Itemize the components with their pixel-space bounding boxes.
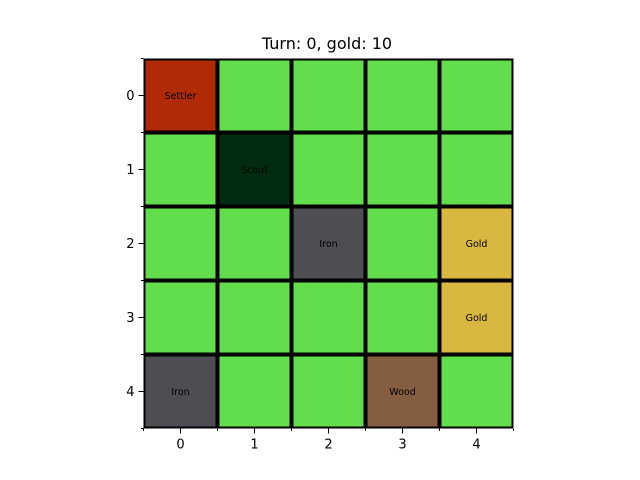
board-cell-4-4 xyxy=(439,354,514,429)
tile-gold xyxy=(439,206,514,281)
tile-wood xyxy=(365,354,440,429)
turn-gold-title: Turn: 0, gold: 10 xyxy=(261,34,392,53)
column-tick-label: 4 xyxy=(472,438,480,453)
tile-grass xyxy=(217,354,292,429)
tile-grass xyxy=(439,354,514,429)
row-tick-label: 3 xyxy=(126,311,134,326)
column-tick-label: 1 xyxy=(250,438,258,453)
board-cell-4-0: Iron xyxy=(143,354,218,429)
tile-grass xyxy=(217,206,292,281)
board-cell-0-2 xyxy=(291,58,366,133)
tile-grass xyxy=(365,206,440,281)
game-board: Settler Scout Iron Gold Gold Iron Wood xyxy=(143,58,514,429)
board-cell-2-0 xyxy=(143,206,218,281)
board-cell-4-1 xyxy=(217,354,292,429)
tile-iron xyxy=(143,354,218,429)
tile-grass xyxy=(439,58,514,133)
tile-grass xyxy=(291,280,366,355)
board-cell-2-1 xyxy=(217,206,292,281)
board-cell-4-3: Wood xyxy=(365,354,440,429)
tile-settler xyxy=(143,58,218,133)
tile-grass xyxy=(439,132,514,207)
board-cell-3-4: Gold xyxy=(439,280,514,355)
board-cell-3-1 xyxy=(217,280,292,355)
tile-label: Scout xyxy=(241,165,268,176)
board-cell-1-2 xyxy=(291,132,366,207)
tile-grass xyxy=(217,58,292,133)
board-cell-3-2 xyxy=(291,280,366,355)
tile-gold xyxy=(439,280,514,355)
board-cell-2-3 xyxy=(365,206,440,281)
tile-grass xyxy=(143,280,218,355)
row-tick-label: 0 xyxy=(126,89,134,104)
tile-label: Wood xyxy=(389,387,416,398)
row-tick-label: 4 xyxy=(126,385,134,400)
tile-grass xyxy=(143,132,218,207)
column-tick-label: 3 xyxy=(398,438,406,453)
row-tick-label: 2 xyxy=(126,237,134,252)
tile-label: Gold xyxy=(466,239,488,250)
board-cell-0-3 xyxy=(365,58,440,133)
row-axis: 0 1 2 3 4 xyxy=(126,58,144,429)
board-cell-1-4 xyxy=(439,132,514,207)
tile-grass xyxy=(143,206,218,281)
board-cell-0-1 xyxy=(217,58,292,133)
board-cell-2-4: Gold xyxy=(439,206,514,281)
board-cell-4-2 xyxy=(291,354,366,429)
tile-iron xyxy=(291,206,366,281)
column-axis: 0 1 2 3 4 xyxy=(143,428,514,453)
board-cell-0-4 xyxy=(439,58,514,133)
board-cell-3-3 xyxy=(365,280,440,355)
tile-label: Iron xyxy=(171,387,189,398)
board-cell-1-0 xyxy=(143,132,218,207)
board-cell-1-1: Scout xyxy=(217,132,292,207)
tile-label: Settler xyxy=(165,91,197,102)
tile-grass xyxy=(365,280,440,355)
column-tick-label: 0 xyxy=(176,438,184,453)
tile-grass xyxy=(291,58,366,133)
tile-grass xyxy=(217,280,292,355)
tile-grass xyxy=(291,132,366,207)
tile-grass xyxy=(365,58,440,133)
board-cell-2-2: Iron xyxy=(291,206,366,281)
board-cell-3-0 xyxy=(143,280,218,355)
column-tick-label: 2 xyxy=(324,438,332,453)
board-cell-0-0: Settler xyxy=(143,58,218,133)
tile-label: Gold xyxy=(466,313,488,324)
row-tick-label: 1 xyxy=(126,163,134,178)
tile-grass xyxy=(291,354,366,429)
tile-scout xyxy=(217,132,292,207)
board-cell-1-3 xyxy=(365,132,440,207)
tile-label: Iron xyxy=(319,239,337,250)
tile-grass xyxy=(365,132,440,207)
